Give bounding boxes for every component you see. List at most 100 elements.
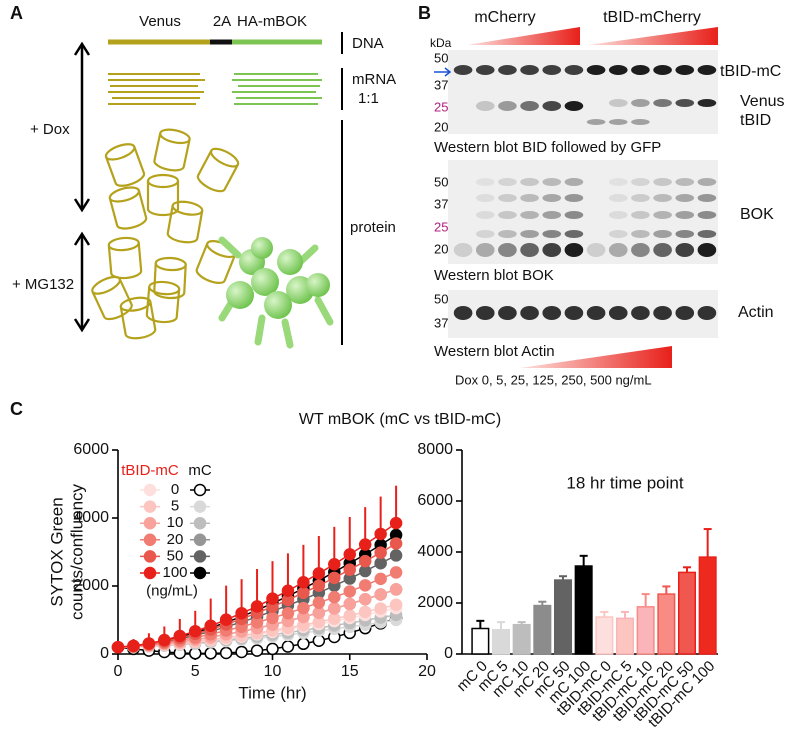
blot-band (608, 211, 628, 219)
mrna-bok (232, 73, 322, 105)
marker: 37 (434, 77, 448, 92)
blot-band (475, 306, 495, 320)
blot-band (697, 243, 717, 257)
blot-band (697, 65, 717, 75)
panel-label: B (418, 3, 431, 23)
blot-band (453, 306, 473, 320)
bok-ball (251, 237, 273, 259)
band-label: BOK (740, 206, 774, 223)
point (189, 624, 202, 638)
blot-band (675, 243, 695, 257)
point (389, 549, 403, 562)
blot-band (675, 230, 695, 238)
legend-label: 5 (171, 498, 179, 515)
panel-title: WT mBOK (mC vs tBID-mC) (299, 411, 501, 428)
blot-band (697, 306, 717, 320)
blot-band (608, 99, 628, 107)
point (266, 642, 279, 656)
blot-band (498, 230, 517, 238)
blot-band (608, 194, 628, 202)
point (358, 554, 372, 568)
point (281, 584, 295, 598)
protein-label: protein (350, 219, 396, 236)
legend-marker (143, 516, 157, 530)
dose-triangle (588, 27, 718, 45)
point (374, 546, 387, 559)
blot-band (675, 211, 695, 219)
cylinder (108, 186, 148, 230)
blot-membrane (448, 50, 718, 134)
legend-marker (193, 566, 207, 580)
band-label: Venus (740, 93, 784, 110)
bar (615, 617, 635, 655)
blot-band (475, 194, 495, 202)
stalk (314, 296, 334, 326)
blot-band (475, 65, 495, 75)
point (266, 611, 279, 625)
bar (677, 571, 697, 655)
blot-band (631, 178, 650, 186)
bok-ball (306, 273, 330, 297)
legend-label: 50 (167, 547, 184, 564)
dna-part: HA-mBOK (237, 13, 307, 30)
bar (491, 629, 511, 655)
point (374, 527, 387, 541)
marker: 25 (434, 219, 448, 234)
cylinder-body (119, 301, 157, 340)
point (312, 606, 326, 620)
point (281, 640, 295, 653)
point (297, 586, 310, 600)
legend-marker (193, 483, 207, 497)
marker: 50 (434, 174, 448, 189)
point (374, 588, 387, 601)
marker: 37 (434, 196, 448, 211)
cylinder-body (108, 190, 148, 230)
cylinder-body (105, 146, 146, 187)
point (343, 609, 356, 622)
blot-band (564, 230, 584, 238)
blot-band (697, 178, 717, 186)
point (250, 644, 264, 657)
blot-band (564, 306, 584, 320)
blot-band (653, 243, 672, 257)
cylinder (196, 147, 240, 193)
bar (574, 565, 593, 655)
blot-band (608, 243, 628, 257)
panel-label: A (10, 3, 23, 23)
blot-band (542, 101, 562, 111)
point (328, 612, 341, 625)
bar (636, 606, 655, 655)
legend-marker (143, 566, 157, 580)
cylinder-top (146, 173, 180, 189)
x-tick-label: 10 (264, 663, 282, 680)
blot-band (542, 194, 562, 202)
blot-band (475, 101, 495, 111)
group-label: tBID-mCherry (603, 9, 701, 26)
cylinder-body (153, 132, 191, 172)
point (127, 639, 140, 653)
point (328, 602, 341, 615)
blot-band (520, 65, 539, 75)
stalk (218, 236, 242, 259)
blot-band (631, 306, 650, 320)
blot-band (608, 65, 628, 75)
x-tick-label: 0 (114, 663, 123, 680)
marker: 37 (434, 315, 448, 330)
mrna-label: mRNA (352, 71, 396, 88)
blot-band (631, 211, 650, 219)
blot-band (564, 178, 584, 186)
panel-label: C (10, 399, 23, 419)
point (235, 606, 248, 620)
point (328, 590, 341, 604)
dna-part: Venus (139, 13, 181, 30)
point (297, 576, 310, 589)
blot-band (697, 194, 717, 202)
blot-caption: Western blot Actin (434, 343, 555, 360)
bar (553, 579, 573, 655)
legend-header: mC (188, 462, 211, 479)
kda-label: kDa (430, 36, 452, 50)
blot-band (542, 211, 562, 219)
legend-header: tBID-mC (121, 462, 179, 479)
